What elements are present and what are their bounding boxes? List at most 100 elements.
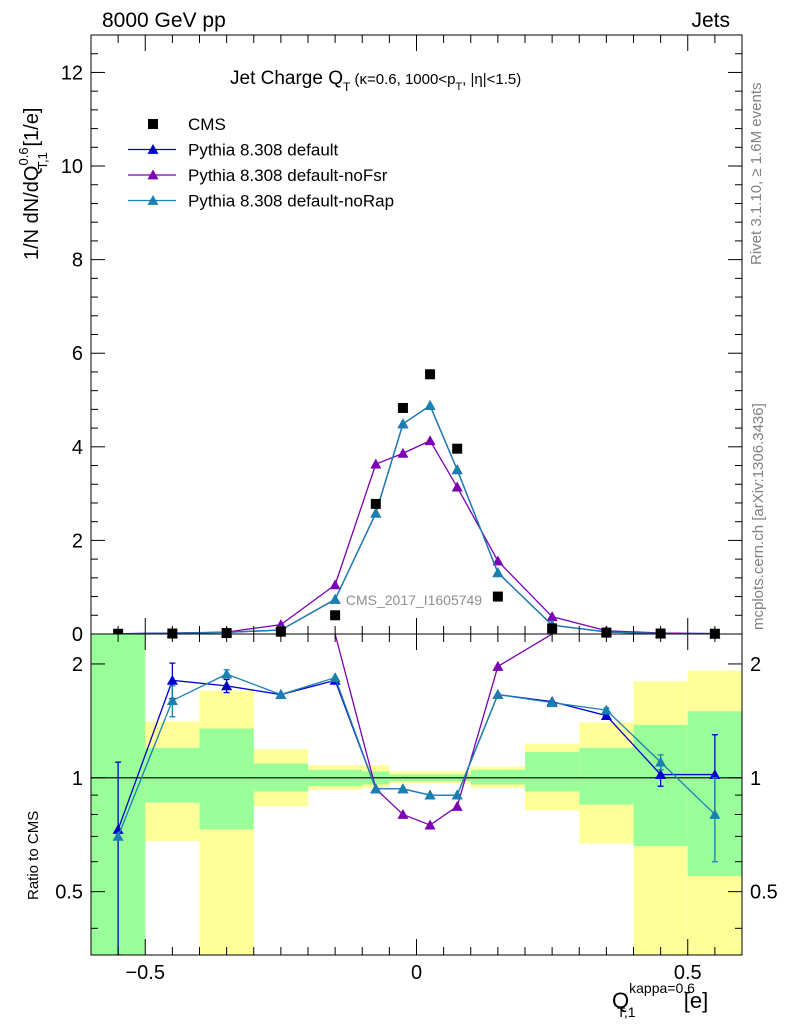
- uncertainty-band-green: [579, 747, 634, 805]
- ratio-series-marker-2: [451, 789, 463, 800]
- legend-marker-triangle: [147, 195, 159, 205]
- legend-marker-triangle: [147, 169, 159, 180]
- y-axis-label: 1/N dN/dQ0.6 T,1 [1/e]: [16, 108, 50, 260]
- ratio-series-marker-0: [600, 710, 612, 721]
- series-line-3: [118, 404, 715, 635]
- ratio-series-marker-2: [546, 697, 558, 708]
- title-rest: (κ=0.6, 1000<p: [350, 71, 455, 88]
- ratio-y-tick-label-left: 1: [72, 768, 83, 790]
- y-tick-label: 8: [72, 250, 83, 272]
- ratio-series-marker-2: [655, 756, 667, 767]
- series-marker-2: [275, 619, 287, 630]
- ratio-series-marker-2: [275, 689, 287, 699]
- y-tick-label: 10: [61, 156, 83, 178]
- uncertainty-band-green: [199, 728, 254, 830]
- ratio-series-marker-0: [709, 769, 721, 779]
- cms-data-point: [330, 610, 341, 621]
- y-axis-label-sup: 0.6: [16, 147, 31, 165]
- y-tick-label: 2: [72, 530, 83, 552]
- title-sub: T: [343, 80, 351, 94]
- ratio-series-marker-1: [492, 660, 504, 671]
- series-marker-2: [397, 447, 409, 458]
- ratio-series-marker-2: [424, 789, 436, 800]
- ratio-series-marker-2: [492, 689, 504, 699]
- series-marker-2: [546, 611, 558, 622]
- y-tick-label: 0: [72, 624, 83, 646]
- series-marker-3: [451, 464, 463, 475]
- ratio-y-tick-label-right: 1: [750, 768, 761, 790]
- series-marker-2: [451, 481, 463, 492]
- ratio-series-line-2: [117, 673, 716, 837]
- ratio-series-line-1: [334, 634, 553, 826]
- ratio-series-marker-1: [397, 808, 409, 819]
- uncertainty-band-green: [145, 747, 200, 803]
- y-tick-label: 12: [61, 62, 83, 84]
- ratio-y-tick-label-left: 2: [72, 654, 83, 676]
- ratio-series-marker-0: [166, 674, 178, 685]
- ratio-series-marker-0: [112, 823, 124, 834]
- legend-entry-label: CMS: [188, 115, 226, 134]
- series-line-2: [118, 439, 715, 635]
- y-axis-label-unit: [1/e]: [21, 108, 43, 152]
- main-plot-panel: 0 2 4 6 8 10 12 CMS_2017_I1605749 Jet Charge Q…: [16, 34, 743, 646]
- x-axis-label-unit: [e]: [678, 988, 709, 1013]
- plot-title: Jet Charge QT (κ=0.6, 1000<pT, |η|<1.5): [230, 68, 521, 94]
- legend-entry-label: Pythia 8.308 default-noRap: [188, 192, 394, 211]
- ratio-series-marker-2: [329, 672, 341, 683]
- ratio-series-marker-2: [709, 808, 721, 819]
- rivet-version-label: Rivet 3.1.10, ≥ 1.6M events: [748, 83, 765, 266]
- series-marker-3: [370, 507, 382, 518]
- x-tick-label: −0.5: [126, 962, 165, 984]
- y-axis-label-main: 1/N dN/dQ: [21, 166, 43, 260]
- legend: CMS Pythia 8.308 default Pythia 8.308 defa…: [128, 115, 394, 211]
- series-marker-3: [329, 593, 341, 604]
- cms-data-point: [370, 498, 381, 509]
- uncertainty-band-green: [470, 769, 525, 785]
- series-marker-2: [492, 555, 504, 566]
- svg-text:1/N dN/dQ0.6T,1 [1/e]: 1/N dN/dQ0.6 T,1 [1/e]: [16, 108, 50, 260]
- cms-data-point: [397, 402, 408, 413]
- x-tick-label: 0: [411, 962, 422, 984]
- legend-entry-label: Pythia 8.308 default: [188, 141, 339, 160]
- ratio-y-tick-label-left: 0.5: [55, 882, 83, 904]
- ratio-series-marker-2: [397, 783, 409, 794]
- ratio-y-tick-label-right: 0.5: [750, 882, 778, 904]
- series-marker-2: [424, 435, 436, 446]
- legend-marker-square: [148, 119, 158, 129]
- x-axis-label-sup: kappa=0.6: [629, 980, 695, 996]
- ratio-series-marker-2: [370, 783, 382, 794]
- x-tick-label: 0.5: [674, 962, 702, 984]
- ratio-plot-panel: −0.5 0 0.5 0.5 0.5 1 1 2 2 Ratio to CMS Qkappa=0…: [25, 633, 778, 1020]
- x-axis-label-main: Q: [612, 988, 629, 1013]
- x-axis-label-sub: T,1: [617, 1004, 636, 1020]
- ratio-series-marker-2: [600, 704, 612, 715]
- cms-data-point: [492, 591, 503, 602]
- ratio-series-marker-0: [221, 680, 233, 691]
- svg-text:Qkappa=0.6T,1 [e]: Qkappa=0.6 T,1 [e]: [612, 980, 708, 1020]
- energy-label: 8000 GeV pp: [102, 9, 226, 32]
- ratio-series-marker-1: [451, 800, 463, 811]
- series-marker-2: [329, 579, 341, 590]
- title-main: Jet Charge Q: [230, 68, 343, 89]
- ratio-series-marker-1: [424, 819, 436, 830]
- series-marker-2: [370, 458, 382, 469]
- title-sub2: T: [455, 81, 462, 93]
- cms-data-point: [425, 369, 436, 380]
- y-tick-label: 4: [72, 437, 83, 459]
- series-marker-3: [397, 418, 409, 429]
- svg-text:Jet Charge QT (κ=0.6, 1000<pT,: Jet Charge QT (κ=0.6, 1000<pT, |η|<1.5): [230, 68, 521, 94]
- y-axis-label-sub: T,1: [35, 152, 50, 169]
- legend-marker-triangle: [147, 144, 159, 154]
- ratio-series-marker-0: [655, 769, 667, 779]
- title-end: , |η|<1.5): [462, 71, 521, 88]
- x-axis-label: Qkappa=0.6 T,1 [e]: [612, 980, 708, 1020]
- series-marker-3: [492, 567, 504, 578]
- process-label: Jets: [691, 9, 730, 32]
- ratio-y-axis-label: Ratio to CMS: [25, 811, 42, 900]
- ratio-series-marker-2: [112, 830, 124, 841]
- series-marker-3: [424, 400, 436, 411]
- mcplots-reference-label: mcplots.cern.ch [arXiv:1306.3436]: [750, 403, 767, 630]
- ratio-series-marker-2: [166, 695, 178, 705]
- uncertainty-band-green: [525, 752, 580, 792]
